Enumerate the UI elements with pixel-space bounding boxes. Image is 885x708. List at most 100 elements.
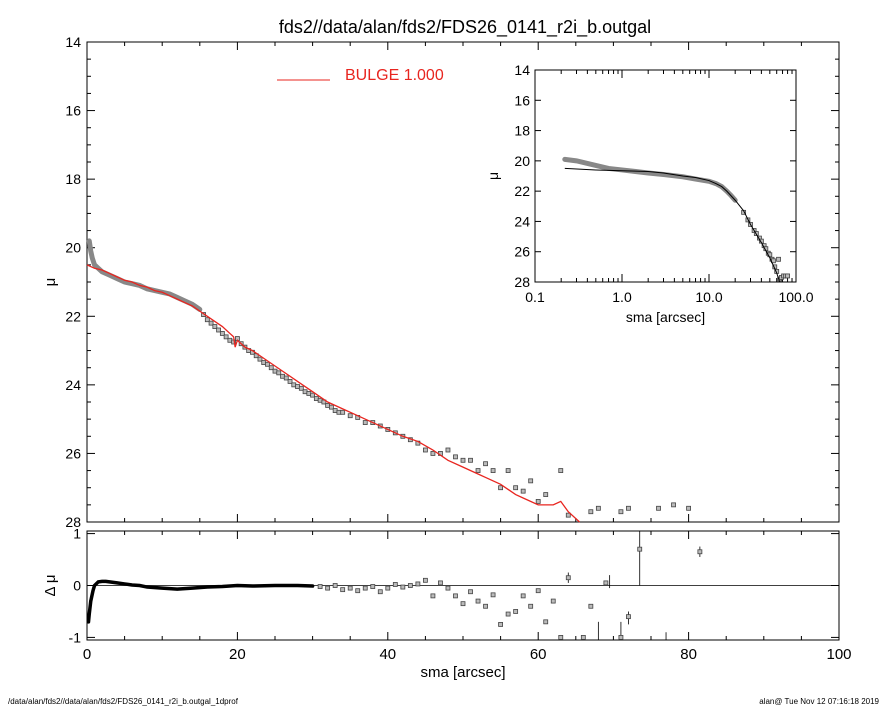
residual-data-point — [347, 585, 353, 591]
main-data-point — [287, 379, 293, 384]
residual-data-point — [385, 585, 391, 591]
main-data-point — [483, 461, 488, 467]
main-data-point — [505, 468, 511, 473]
main-data-point — [310, 392, 316, 398]
main-y-tick-label: 24 — [65, 377, 81, 393]
residual-x-tick-label: 60 — [530, 646, 547, 663]
inset-x-tick-label: 100.0 — [778, 289, 813, 305]
residual-data-point — [498, 622, 504, 627]
main-data-point — [219, 331, 225, 336]
residual-data-point — [362, 585, 368, 591]
residual-data-point — [520, 593, 526, 599]
main-data-point — [686, 505, 691, 511]
residual-data-point — [325, 585, 331, 591]
inset-y-axis-label: μ — [485, 172, 501, 180]
residual-x-tick-label: 20 — [229, 646, 246, 663]
main-data-point — [498, 485, 504, 491]
main-data-point — [528, 478, 534, 484]
inset-model-curve — [564, 167, 781, 283]
main-data-point — [204, 317, 210, 323]
inset-plot: 14 16 18 20 22 24 26 280.1 1.0 10.0 100.0 sma [arcs… — [485, 58, 814, 325]
footer-right: alan@ Tue Nov 12 07:16:18 2019 — [759, 697, 879, 706]
main-legend: BULGE 1.000 — [277, 67, 444, 84]
residual-data-point — [588, 603, 594, 609]
inset-data-point — [785, 273, 790, 279]
residual-data-point — [445, 585, 451, 591]
main-y-axis-label: μ — [42, 278, 59, 287]
inset-x-tick-label: 10.0 — [695, 289, 722, 305]
residual-y-tick-label: 1 — [73, 526, 81, 542]
residual-data-point — [377, 589, 383, 595]
residual-data-point — [618, 635, 624, 640]
residual-data-point — [430, 593, 436, 599]
main-data-point — [208, 320, 214, 326]
main-data-point — [257, 356, 263, 362]
main-data-point — [595, 505, 601, 511]
inset-y-tick-label: 26 — [514, 244, 530, 260]
main-data-point — [626, 505, 631, 511]
main-data-point — [212, 324, 218, 329]
main-data-point — [430, 451, 436, 456]
legend-label: BULGE 1.000 — [345, 67, 444, 84]
residual-data-point — [407, 583, 413, 588]
main-y-tick-label: 28 — [65, 514, 81, 530]
residual-data-point — [468, 589, 473, 595]
main-data-point — [475, 468, 481, 473]
main-data-point — [535, 499, 541, 504]
main-data-point — [513, 485, 519, 491]
main-plot: 14 16 18 20 22 24 26 28 μ — [42, 34, 840, 530]
residual-data-point — [543, 619, 549, 625]
main-data-point — [618, 509, 624, 515]
residual-data-point — [370, 584, 376, 589]
main-data-point — [453, 454, 458, 460]
inset-y-tick-label: 24 — [514, 213, 530, 229]
inset-x-tick-label: 0.1 — [525, 289, 545, 305]
residual-data-point — [332, 583, 338, 588]
residual-x-tick-label: 80 — [680, 646, 697, 663]
main-data-point — [468, 457, 473, 463]
inset-background — [485, 58, 808, 320]
main-data-point — [671, 502, 676, 508]
main-profile-thick — [86, 238, 203, 312]
inset-x-axis-label: sma [arcsec] — [626, 309, 705, 325]
residual-data-point — [392, 582, 398, 587]
main-data-point — [265, 361, 270, 367]
main-y-tick-label: 20 — [65, 240, 81, 256]
main-data-point — [445, 447, 451, 453]
residual-data-point — [603, 580, 609, 586]
chart-title: fds2//data/alan/fds2/FDS26_0141_r2i_b.ou… — [279, 17, 651, 38]
residual-data-point — [340, 587, 346, 593]
inset-y-tick-label: 16 — [514, 92, 530, 108]
main-y-tick-label: 22 — [65, 308, 81, 324]
residual-data-point — [580, 635, 586, 640]
residual-y-tick-label: 0 — [73, 578, 81, 594]
residual-data-point — [490, 592, 496, 598]
residual-data-point — [637, 546, 643, 552]
main-data-point — [558, 468, 564, 473]
main-data-point — [490, 468, 496, 473]
main-model-curve — [86, 264, 580, 523]
inset-x-tick-label: 1.0 — [612, 289, 632, 305]
main-data-point — [276, 370, 282, 376]
inset-y-tick-label: 20 — [514, 153, 530, 169]
footer-left: /data/alan/fds2//data/alan/fds2/FDS26_01… — [8, 697, 238, 706]
inset-y-tick-label: 18 — [514, 123, 530, 139]
residual-data-point — [513, 609, 519, 614]
main-data-point — [340, 409, 346, 415]
residual-data-point — [317, 584, 323, 589]
main-data-point — [588, 509, 594, 515]
main-data-point — [362, 420, 368, 425]
residual-data-point — [535, 588, 541, 594]
residual-data-point — [422, 577, 428, 583]
main-data-point — [328, 404, 334, 410]
residual-data-point — [400, 584, 406, 590]
main-data-point — [656, 505, 661, 511]
residual-data-point — [355, 588, 361, 594]
main-data-point — [283, 375, 289, 381]
main-data-point — [543, 492, 549, 497]
inset-y-tick-label: 28 — [514, 274, 530, 290]
residual-data-point — [453, 593, 458, 599]
residual-x-axis-label: sma [arcsec] — [420, 664, 505, 681]
